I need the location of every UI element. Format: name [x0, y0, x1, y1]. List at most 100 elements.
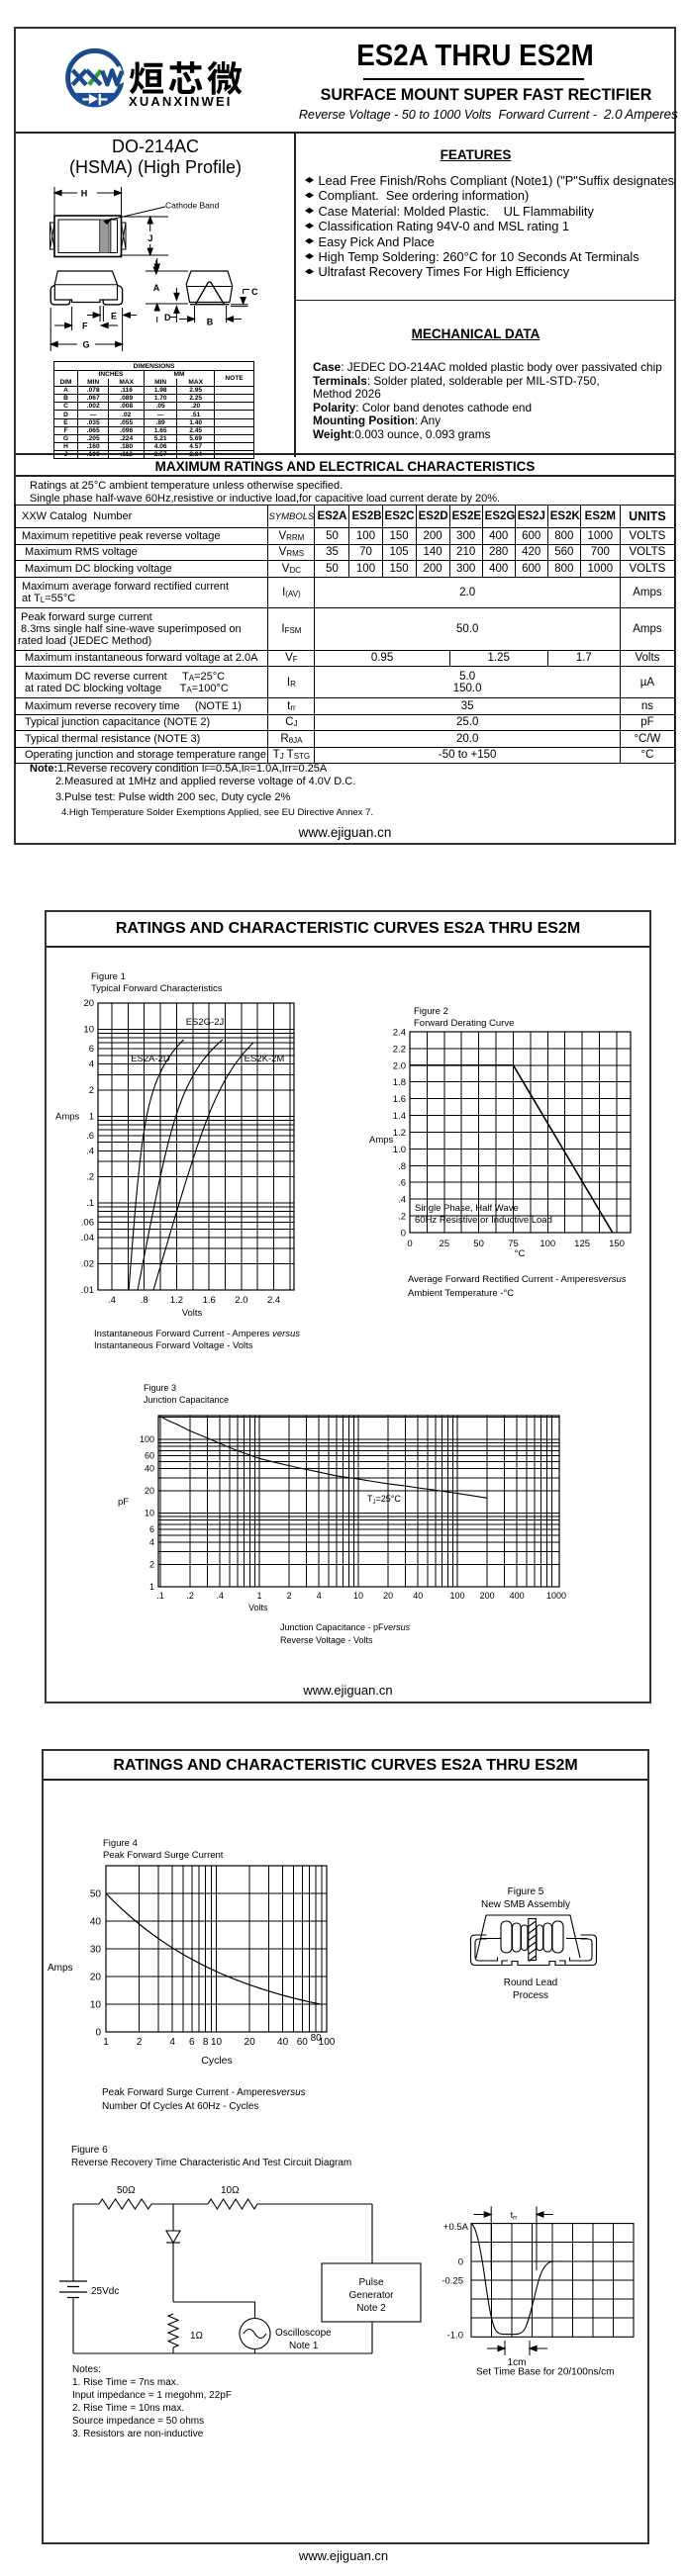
svg-text:Figure 6: Figure 6: [71, 2145, 108, 2156]
svg-text:.6: .6: [398, 1178, 406, 1189]
svg-text:Ambient Temperature -°C: Ambient Temperature -°C: [408, 1288, 514, 1299]
svg-text:New SMB Assembly: New SMB Assembly: [481, 1899, 570, 1910]
svg-text:0: 0: [407, 1239, 412, 1249]
svg-text:25Vdc: 25Vdc: [91, 2286, 119, 2297]
svg-text:Note 1: Note 1: [289, 2341, 319, 2351]
svg-text:.2: .2: [186, 1591, 194, 1601]
svg-text:-1.0: -1.0: [447, 2331, 463, 2342]
svg-text:G: G: [82, 340, 89, 350]
svg-text:20: 20: [245, 2037, 256, 2048]
svg-text:80: 80: [311, 2033, 323, 2044]
svg-text:.06: .06: [81, 1218, 94, 1229]
svg-text:4: 4: [317, 1591, 322, 1601]
svg-text:°C: °C: [515, 1248, 526, 1259]
svg-text:0: 0: [458, 2257, 463, 2268]
svg-text:Input impedance = 1 megohm, 22: Input impedance = 1 megohm, 22pF: [72, 2390, 232, 2401]
svg-text:ES2A-2D: ES2A-2D: [131, 1054, 170, 1064]
svg-text:Oscilloscope: Oscilloscope: [275, 2328, 332, 2339]
svg-text:Typical Forward Characteristic: Typical Forward Characteristics: [91, 983, 223, 994]
svg-text:Instantaneous Forward Current: Instantaneous Forward Current - Amperes …: [94, 1329, 300, 1339]
svg-text:Set Time Base for 20/100ns/cm: Set Time Base for 20/100ns/cm: [476, 2367, 615, 2378]
svg-text:Figure 4: Figure 4: [103, 1838, 138, 1849]
svg-text:6: 6: [89, 1044, 94, 1055]
svg-text:A: A: [153, 283, 160, 293]
svg-text:40: 40: [277, 2037, 289, 2048]
svg-text:B: B: [207, 318, 214, 327]
svg-text:.4: .4: [86, 1146, 94, 1156]
svg-text:2: 2: [137, 2037, 143, 2048]
svg-text:D: D: [164, 313, 171, 322]
svg-text:Source impedance = 50 ohms: Source impedance = 50 ohms: [72, 2416, 204, 2427]
svg-text:50: 50: [473, 1239, 484, 1249]
svg-text:F: F: [82, 322, 88, 331]
svg-text:2: 2: [89, 1085, 94, 1096]
svg-text:ES2G-2J: ES2G-2J: [186, 1017, 225, 1028]
svg-text:Generator: Generator: [348, 2290, 394, 2301]
svg-text:3. Resistors are non-inductive: 3. Resistors are non-inductive: [72, 2429, 204, 2439]
svg-text:2.0: 2.0: [393, 1060, 406, 1071]
svg-text:10: 10: [211, 2037, 223, 2048]
svg-text:2: 2: [149, 1560, 154, 1570]
svg-text:Cathode Band: Cathode Band: [165, 201, 220, 211]
svg-text:10: 10: [83, 1024, 94, 1035]
svg-text:1.6: 1.6: [203, 1295, 216, 1306]
svg-text:2.4: 2.4: [267, 1295, 280, 1306]
svg-text:1.0: 1.0: [393, 1145, 406, 1155]
svg-text:pF: pF: [118, 1497, 129, 1508]
svg-text:Cycles: Cycles: [201, 2055, 233, 2067]
svg-text:2.0: 2.0: [235, 1295, 247, 1306]
svg-text:2. Rise Time = 10ns max.: 2. Rise Time = 10ns max.: [72, 2403, 184, 2414]
svg-text:100: 100: [540, 1239, 555, 1249]
svg-text:Instantaneous Forward Voltage: Instantaneous Forward Voltage - Volts: [94, 1340, 253, 1351]
svg-text:10: 10: [90, 2000, 102, 2011]
svg-text:2.4: 2.4: [393, 1028, 406, 1039]
svg-text:1cm: 1cm: [508, 2357, 527, 2368]
svg-text:Amps: Amps: [55, 1111, 80, 1122]
svg-text:Pulse: Pulse: [358, 2277, 383, 2288]
svg-text:400: 400: [510, 1591, 525, 1601]
svg-text:20: 20: [383, 1591, 393, 1601]
svg-text:Peak Forward Surge Current - A: Peak Forward Surge Current - Amperesvers…: [102, 2087, 306, 2098]
svg-text:40: 40: [145, 1464, 154, 1474]
svg-text:4: 4: [89, 1058, 94, 1069]
svg-text:40: 40: [90, 1917, 102, 1928]
svg-text:.8: .8: [398, 1161, 406, 1172]
svg-text:E: E: [111, 312, 117, 322]
svg-text:10: 10: [353, 1591, 363, 1601]
svg-text:50Ω: 50Ω: [117, 2185, 136, 2196]
svg-text:1.4: 1.4: [393, 1111, 406, 1122]
svg-text:1.8: 1.8: [393, 1077, 406, 1088]
svg-text:40: 40: [413, 1591, 423, 1601]
svg-text:C: C: [251, 287, 258, 297]
svg-text:25: 25: [440, 1239, 450, 1249]
svg-text:.4: .4: [216, 1591, 224, 1601]
svg-text:6: 6: [189, 2037, 195, 2048]
svg-text:60: 60: [145, 1451, 154, 1461]
svg-text:.04: .04: [81, 1233, 94, 1243]
svg-text:20: 20: [90, 1973, 102, 1983]
svg-text:Process: Process: [513, 1990, 548, 2001]
svg-text:.6: .6: [86, 1131, 94, 1142]
svg-text:+0.5A: +0.5A: [443, 2222, 469, 2233]
svg-text:Single Phase, Half Wave: Single Phase, Half Wave: [415, 1203, 519, 1214]
svg-text:-0.25: -0.25: [442, 2276, 463, 2287]
svg-text:200: 200: [480, 1591, 495, 1601]
svg-text:Amps: Amps: [369, 1135, 394, 1146]
svg-text:Junction Capacitance - pFversu: Junction Capacitance - pFversus: [280, 1622, 411, 1632]
svg-text:.2: .2: [86, 1172, 94, 1183]
svg-text:.8: .8: [141, 1295, 148, 1306]
svg-text:1: 1: [103, 2037, 109, 2048]
svg-text:Volts: Volts: [182, 1308, 203, 1319]
svg-text:.1: .1: [86, 1198, 94, 1209]
svg-text:150: 150: [609, 1239, 625, 1249]
svg-text:75: 75: [508, 1239, 519, 1249]
svg-text:Forward Derating Curve: Forward Derating Curve: [414, 1018, 514, 1029]
svg-text:60Hz Resistive or Inductive Lo: 60Hz Resistive or Inductive Load: [415, 1215, 552, 1226]
svg-text:30: 30: [90, 1945, 102, 1956]
svg-text:H: H: [81, 189, 88, 199]
svg-text:Junction Capacitance: Junction Capacitance: [144, 1395, 229, 1405]
svg-text:Note 2: Note 2: [356, 2303, 386, 2314]
svg-text:.02: .02: [81, 1259, 94, 1270]
svg-text:1: 1: [89, 1111, 94, 1122]
svg-text:Reverse Recovery Time Characte: Reverse Recovery Time Characteristic And…: [71, 2158, 351, 2168]
